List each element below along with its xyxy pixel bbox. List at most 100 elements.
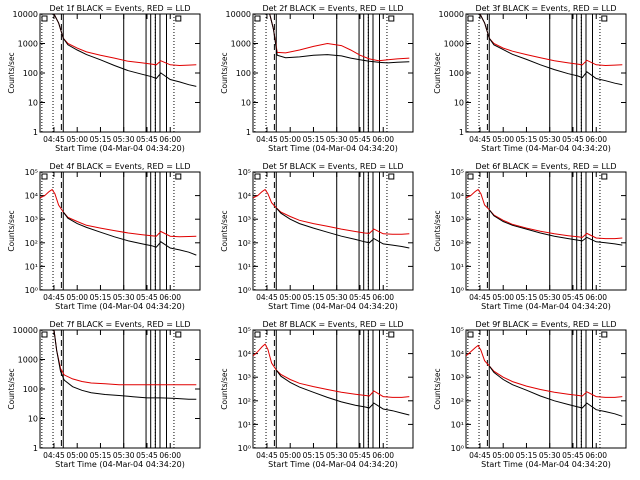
panel-title: Det 7f BLACK = Events, RED = LLD: [49, 320, 190, 329]
y-tick-label: 1000: [18, 356, 38, 365]
panel-title: Det 6f BLACK = Events, RED = LLD: [475, 162, 616, 171]
x-tick-label: 05:00: [492, 293, 514, 302]
x-tick-label: 05:15: [90, 451, 112, 460]
y-axis-label: Counts/sec: [7, 368, 16, 409]
corner-box-marker: [175, 173, 182, 180]
y-tick-label: 10⁵: [451, 168, 464, 177]
y-tick-label: 10³: [238, 215, 251, 224]
y-axis-label: Counts/sec: [7, 210, 16, 251]
y-axis-label: Counts/sec: [433, 52, 442, 93]
y-tick-label: 10⁵: [238, 168, 251, 177]
y-tick-label: 1: [246, 128, 251, 137]
y-axis-label: Counts/sec: [7, 52, 16, 93]
y-tick-label: 10³: [238, 373, 251, 382]
corner-box-marker: [41, 331, 48, 338]
y-axis-label: Counts/sec: [220, 368, 229, 409]
series-events-line: [253, 14, 410, 64]
corner-box-marker: [467, 331, 474, 338]
y-tick-label: 1: [459, 128, 464, 137]
y-tick-label: 10: [28, 415, 38, 424]
y-tick-label: 10⁰: [25, 286, 38, 295]
x-tick-label: 05:00: [66, 293, 88, 302]
corner-box-marker: [467, 173, 474, 180]
y-tick-label: 10⁰: [238, 286, 251, 295]
y-tick-label: 1000: [18, 40, 38, 49]
y-tick-label: 10¹: [451, 262, 464, 271]
y-tick-label: 10: [28, 99, 38, 108]
x-tick-label: 05:45: [136, 293, 158, 302]
y-tick-label: 10⁵: [451, 326, 464, 335]
x-tick-label: 04:45: [256, 135, 278, 144]
x-tick-label: 05:15: [516, 451, 538, 460]
x-axis-label: Start Time (04-Mar-04 04:34:20): [268, 144, 398, 153]
x-tick-label: 04:45: [469, 451, 491, 460]
y-tick-label: 10: [454, 99, 464, 108]
y-tick-label: 10²: [451, 397, 464, 406]
x-tick-label: 05:15: [303, 135, 325, 144]
x-tick-label: 05:30: [539, 135, 561, 144]
y-axis-label: Counts/sec: [433, 368, 442, 409]
x-axis-label: Start Time (04-Mar-04 04:34:20): [481, 144, 611, 153]
detector-panel: 1 10 100 1000 10000 04:45 05:00 05:15 05:30 05:45…: [433, 4, 627, 153]
panel-title: Det 2f BLACK = Events, RED = LLD: [262, 4, 403, 13]
y-tick-label: 10⁴: [238, 192, 251, 201]
panel-title: Det 8f BLACK = Events, RED = LLD: [262, 320, 403, 329]
y-tick-label: 100: [449, 69, 464, 78]
x-tick-label: 05:45: [349, 293, 371, 302]
plot-frame: [39, 171, 201, 291]
y-tick-label: 10000: [13, 10, 38, 19]
x-tick-label: 05:45: [136, 135, 158, 144]
y-tick-label: 10²: [238, 397, 251, 406]
detector-panel: 1 10 100 1000 10000 04:45 05:00 05:15 05:30 05:45…: [7, 320, 201, 469]
x-tick-label: 05:00: [279, 293, 301, 302]
series-events-line: [488, 365, 623, 417]
x-tick-label: 05:30: [539, 293, 561, 302]
x-axis-label: Start Time (04-Mar-04 04:34:20): [55, 302, 185, 311]
x-tick-label: 06:00: [585, 135, 607, 144]
x-tick-label: 06:00: [159, 135, 181, 144]
series-lld-line: [253, 343, 410, 398]
plot-frame: [252, 13, 414, 133]
corner-box-marker: [388, 15, 395, 22]
plot-frame: [39, 13, 201, 133]
x-axis-label: Start Time (04-Mar-04 04:34:20): [481, 302, 611, 311]
panel-title: Det 5f BLACK = Events, RED = LLD: [262, 162, 403, 171]
plot-frame: [465, 329, 627, 449]
y-tick-label: 10¹: [451, 420, 464, 429]
corner-box-marker: [41, 15, 48, 22]
x-tick-label: 06:00: [585, 451, 607, 460]
corner-box-marker: [254, 15, 261, 22]
x-tick-label: 04:45: [43, 135, 65, 144]
y-tick-label: 10³: [25, 215, 38, 224]
detector-panel: 1 10 100 1000 10000 04:45 05:00 05:15 05:30 05:45…: [220, 4, 414, 153]
series-events-line: [40, 14, 197, 87]
y-axis-label: Counts/sec: [433, 210, 442, 251]
y-axis-label: Counts/sec: [220, 52, 229, 93]
plot-frame: [252, 329, 414, 449]
x-tick-label: 06:00: [372, 135, 394, 144]
x-axis-label: Start Time (04-Mar-04 04:34:20): [268, 302, 398, 311]
corner-box-marker: [601, 15, 608, 22]
y-tick-label: 10⁴: [238, 350, 251, 359]
detector-panel: 10⁰ 10¹ 10² 10³ 10⁴ 10⁵ 04:45 05:00 05:15 05:30 05…: [433, 320, 627, 469]
series-events-line: [466, 14, 623, 86]
y-tick-label: 10²: [238, 239, 251, 248]
x-tick-label: 05:00: [279, 451, 301, 460]
corner-box-marker: [254, 173, 261, 180]
x-tick-label: 05:30: [539, 451, 561, 460]
x-tick-label: 06:00: [372, 293, 394, 302]
detector-panel: 10⁰ 10¹ 10² 10³ 10⁴ 10⁵ 04:45 05:00 05:15 05:30 05…: [7, 162, 201, 311]
x-tick-label: 05:45: [349, 451, 371, 460]
detector-panel: 1 10 100 1000 10000 04:45 05:00 05:15 05:30 05:45…: [7, 4, 201, 153]
x-tick-label: 05:15: [516, 135, 538, 144]
x-tick-label: 06:00: [159, 293, 181, 302]
y-tick-label: 10⁴: [25, 192, 38, 201]
x-axis-label: Start Time (04-Mar-04 04:34:20): [481, 460, 611, 469]
x-tick-label: 06:00: [585, 293, 607, 302]
plot-frame: [39, 329, 201, 449]
plot-frame: [465, 171, 627, 291]
x-tick-label: 05:00: [492, 451, 514, 460]
x-tick-label: 04:45: [256, 451, 278, 460]
x-tick-label: 05:00: [66, 451, 88, 460]
